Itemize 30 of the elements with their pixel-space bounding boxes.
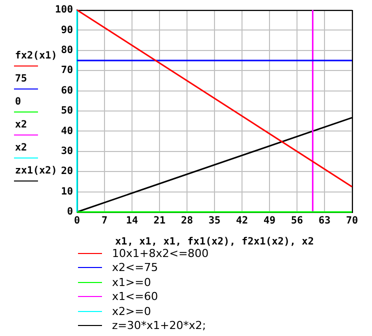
y-tick-label: 60: [60, 85, 73, 96]
x-tick-label: 7: [101, 216, 108, 227]
x-tick-label: 49: [263, 216, 276, 227]
x-tick-label: 42: [236, 216, 248, 227]
x-axis-title: x1, x1, x1, fx1(x2), f2x1(x2), x2: [115, 236, 314, 248]
y-tick-label: 10: [60, 186, 73, 198]
x-tick-label: 28: [180, 216, 194, 227]
y-tick-label: 100: [54, 4, 73, 16]
y-tick-label: 70: [60, 65, 73, 76]
legend-label: x1<=60: [112, 290, 158, 304]
x-tick-label: 0: [74, 216, 80, 227]
y-tick-label: 90: [60, 24, 73, 36]
legend-label: 10x1+8x2<=800: [112, 246, 209, 260]
legend-label: x1>=0: [112, 276, 151, 289]
y-tick-label: 40: [60, 126, 73, 137]
x-tick-label: 70: [346, 216, 358, 227]
legend-label: z=30*x1+20*x2;: [112, 319, 206, 332]
y-tick-label: 50: [60, 106, 73, 117]
x-tick-label: 14: [126, 216, 138, 227]
y-tick-label: 0: [66, 206, 73, 218]
x-tick-label: 63: [318, 216, 331, 227]
x-tick-label: 21: [153, 216, 166, 227]
y-tick-label: 30: [60, 146, 73, 157]
legend-label: x2>=0: [112, 304, 151, 318]
y-tick-label: 20: [60, 166, 73, 178]
text: fx2(x1) 75 0 x2 x2 zx1(x2): [15, 50, 58, 177]
legend-label: x2<=75: [112, 261, 158, 274]
y-tick-label: 80: [60, 44, 73, 56]
x-tick-label: 35: [208, 216, 221, 227]
x-tick-label: 56: [290, 216, 304, 227]
